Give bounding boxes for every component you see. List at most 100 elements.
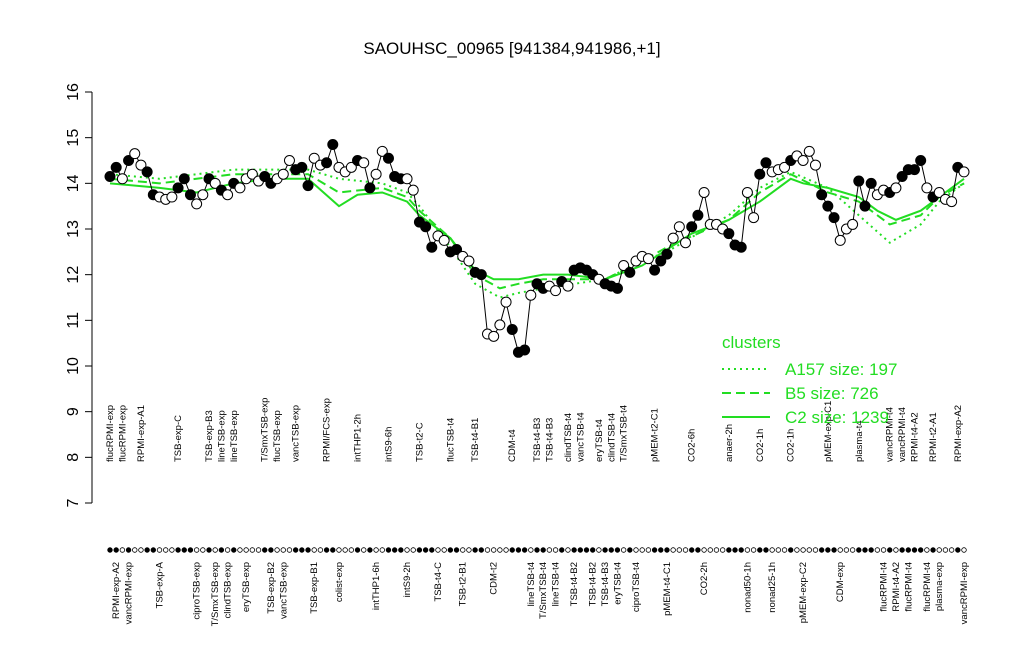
sample-dot [738,547,744,553]
point [506,323,518,335]
sample-dot [645,547,652,553]
x-tick-label: anaer-2h [724,424,735,462]
sample-dot [144,547,150,553]
sample-dot [689,547,695,553]
point [896,170,908,182]
legend-label: A157 size: 197 [785,360,897,379]
sample-dot [651,547,658,553]
sample-dot [132,547,138,553]
x-tick-label: flucRPMI-exp [117,405,128,462]
sample-dot [571,547,577,553]
x-tick-label: ciproTSB-t4 [631,562,642,612]
sample-dot [948,547,955,553]
cluster-line [109,177,965,281]
sample-dot [255,547,262,553]
x-tick-label: lineTSB-t4 [526,562,537,606]
cluster-line [109,173,965,290]
sample-dot [775,547,782,553]
sample-dot [899,547,905,553]
x-tick-label: TSB-t4-B1 [470,418,481,462]
point [296,161,308,173]
sample-dot [391,547,398,553]
sample-dot [156,547,163,553]
x-tick-label: flucRPMI-t4 [922,562,933,612]
point [110,161,122,173]
x-tick-label: pMEM-t2-C1 [650,408,661,462]
sample-dot [602,547,608,553]
sample-dot [453,547,460,553]
sample-dot [435,547,441,553]
point [797,155,809,166]
sample-dot [119,547,126,553]
sample-dot [460,547,466,553]
point [308,152,320,164]
sample-dot [565,547,571,553]
point [519,344,531,356]
sample-dot [639,547,645,553]
x-tick-label: RPMI-t4-A2 [891,562,902,612]
point [407,184,419,196]
sample-dot [429,547,435,553]
sample-dot [342,547,348,553]
sample-dot [354,547,361,553]
x-tick-label: eryTSB-exp [241,562,252,612]
sample-dot [726,547,732,553]
sample-dot [794,547,800,553]
sample-dot [521,547,528,553]
sample-dot [379,547,385,553]
sample-dot [942,547,949,553]
point [104,170,116,182]
sample-dot [509,547,515,553]
sample-dot [187,547,194,553]
sample-dot [682,547,689,553]
point [116,173,128,185]
x-tick-label: TSB-t4-B3 [600,562,611,606]
sample-dot [627,547,633,553]
x-tick-label: RPMI-exp-A1 [136,405,147,462]
sample-dot [150,547,157,553]
point [754,168,766,180]
sample-dot [286,547,293,553]
point [438,234,450,246]
x-tick-label: CDM-exp [835,562,846,602]
sample-dot [398,547,404,553]
x-tick-label: RPMI/FCS-exp [322,398,333,462]
point [234,182,246,194]
point [921,182,933,194]
sample-dot [769,547,775,553]
sample-dot [831,547,837,553]
point [624,266,636,278]
sample-dot [701,547,707,553]
sample-dot [416,547,423,553]
sample-dot [750,547,757,553]
point [321,157,333,169]
sample-dot [559,547,565,553]
point [741,186,753,198]
sample-dot [614,547,621,553]
x-tick-label: pMEM-exp-C1 [823,401,834,462]
sample-dot [695,547,701,553]
y-tick-label: 11 [65,312,82,329]
x-tick-label: nonad50-1h [742,562,753,613]
sample-dot [707,547,713,553]
sample-dot [818,547,825,553]
point [525,289,537,301]
point [463,255,475,267]
point [698,186,710,198]
sample-dot [596,547,602,553]
point [816,189,828,201]
sample-dot [874,547,881,553]
sample-dot [658,547,664,553]
point [327,139,339,151]
x-tick-label: pMEM-exp-C2 [798,562,809,623]
sample-dot [546,547,553,553]
sample-dot [206,547,212,553]
x-tick-label: intTHP1-2h [353,414,364,462]
point [779,161,791,173]
sample-dot [528,547,534,553]
point [550,285,562,297]
sample-dot [441,547,447,553]
sample-dot [200,547,206,553]
sample-dot [781,547,788,553]
point [809,159,821,171]
